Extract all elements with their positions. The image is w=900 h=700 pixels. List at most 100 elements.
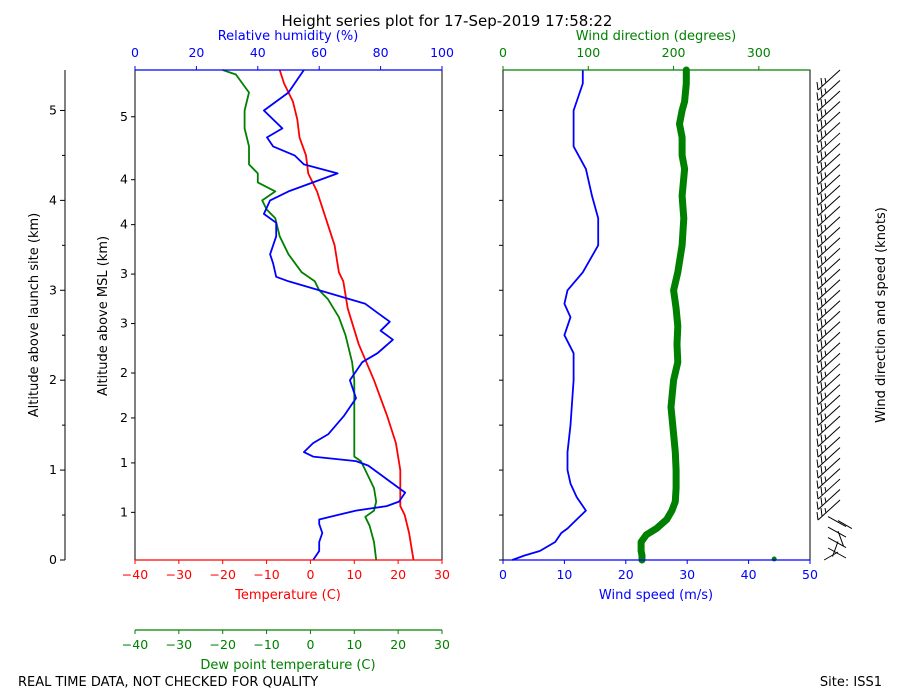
wind-barb-flag <box>820 487 823 496</box>
wind-barb <box>816 185 841 206</box>
wind-barbs <box>816 69 853 561</box>
wind-barb-staff <box>832 541 839 557</box>
wind-barb-flag <box>824 329 827 335</box>
wind-barb <box>816 132 841 154</box>
msl-altitude-label: Altitude above MSL (km) <box>96 236 111 396</box>
launch-altitude-tick-label: 1 <box>49 462 57 477</box>
wind-barb <box>816 195 841 217</box>
wind-barb-flag <box>827 547 847 559</box>
wind-barb-flag <box>820 308 823 317</box>
wind-barb-staff <box>817 478 841 500</box>
wind-barb-flag <box>820 497 823 506</box>
wind-direction-tick-label: 300 <box>747 45 771 60</box>
wind-barb <box>816 499 841 521</box>
wind-barb <box>816 90 841 112</box>
wind-barb-flag <box>820 382 823 391</box>
wind-barb-flag <box>820 193 823 202</box>
wind-barb-staff <box>817 90 841 112</box>
wind-barb-flag <box>824 424 827 430</box>
wind-barb-flag <box>820 319 823 328</box>
wind-barb-flag <box>824 161 827 168</box>
wind-barb-staff <box>817 331 841 353</box>
launch-altitude-label: Altitude above launch site (km) <box>27 213 42 417</box>
wind-barb-flag <box>820 224 823 233</box>
wind-barb-staff <box>817 268 841 290</box>
wind-barb-flag <box>820 340 823 349</box>
dewpoint-tick-label: 30 <box>434 637 450 652</box>
wind-speed-tick-label: 40 <box>741 567 757 582</box>
temperature-tick-label: −10 <box>253 567 279 582</box>
wind-barb-flag <box>816 396 819 405</box>
dewpoint-tick-label: −10 <box>253 637 279 652</box>
launch-altitude-tick-label: 5 <box>49 102 57 117</box>
wind-barb-flag <box>816 511 819 521</box>
wind-barb-staff <box>817 205 841 227</box>
temperature-tick-label: 20 <box>390 567 406 582</box>
wind-barb <box>816 436 841 458</box>
wind-barb <box>816 122 841 143</box>
wind-barb <box>816 447 841 468</box>
wind-barb-flag <box>824 413 827 419</box>
wind-barb-flag <box>816 375 819 384</box>
wind-direction-outlier-point <box>771 556 777 562</box>
wind-barb <box>816 237 841 259</box>
wind-barb-staff <box>817 226 841 248</box>
dewpoint-tick-label: −30 <box>166 637 192 652</box>
wind-barb-flag <box>816 165 819 174</box>
wind-barb <box>816 101 841 122</box>
wind-barb <box>816 384 841 406</box>
launch-altitude-tick-label: 3 <box>49 282 57 297</box>
wind-barb-flag <box>816 270 819 279</box>
wind-barb-flag <box>816 228 819 237</box>
wind-barb-flag <box>816 197 819 206</box>
wind-barb-flag <box>820 77 823 87</box>
dewpoint-tick-label: −40 <box>122 637 148 652</box>
wind-barb <box>816 143 841 164</box>
rh-tick-label: 60 <box>311 45 327 60</box>
wind-barb <box>816 69 841 91</box>
wind-barb-staff <box>817 279 841 301</box>
wind-barb-flag <box>824 497 827 503</box>
wind-barb-flag <box>816 281 819 290</box>
wind-barb <box>816 111 841 133</box>
wind-barb <box>816 363 841 385</box>
wind-barb-staff <box>817 436 841 458</box>
rh-line <box>262 69 407 561</box>
wind-barb-flag <box>820 329 823 338</box>
wind-barb <box>827 516 853 529</box>
wind-barb <box>816 405 841 427</box>
wind-barb-flag <box>824 287 827 293</box>
wind-barb-flag <box>827 516 847 527</box>
wind-barb <box>816 226 841 248</box>
wind-barb <box>816 216 841 238</box>
wind-barb-flag <box>824 434 827 440</box>
wind-barb-flag <box>824 298 827 304</box>
wind-barb-flag <box>816 449 819 458</box>
wind-barb-flag <box>824 476 827 482</box>
wind-barb-staff <box>817 237 841 259</box>
wind-barb <box>816 164 841 185</box>
wind-barb-flag <box>816 186 819 195</box>
wind-barb-flag <box>820 361 823 370</box>
wind-barb-flag <box>816 459 819 468</box>
wind-barb-flag <box>816 155 819 164</box>
wind-barb-flag <box>820 371 823 380</box>
wind-barb-flag <box>820 434 823 443</box>
wind-barb <box>816 289 841 311</box>
wind-barb-flag <box>816 176 819 185</box>
wind-barb-flag <box>816 218 819 227</box>
wind-barb-flag <box>824 140 827 147</box>
wind-barb-flag <box>820 245 823 254</box>
wind-barb-flag <box>816 92 819 101</box>
wind-barb-flag <box>816 312 819 321</box>
wind-barb <box>816 331 841 353</box>
wind-barb-flag <box>816 134 819 143</box>
wind-barb-flag <box>820 172 823 181</box>
wind-barb-flag <box>824 319 827 325</box>
launch-altitude-tick-label: 2 <box>49 372 57 387</box>
msl-tick-label: 4 <box>120 172 128 187</box>
wind-barb-flag <box>824 235 827 241</box>
wind-plot-frame <box>502 69 811 561</box>
wind-barb <box>816 342 841 364</box>
wind-barb <box>816 489 841 510</box>
